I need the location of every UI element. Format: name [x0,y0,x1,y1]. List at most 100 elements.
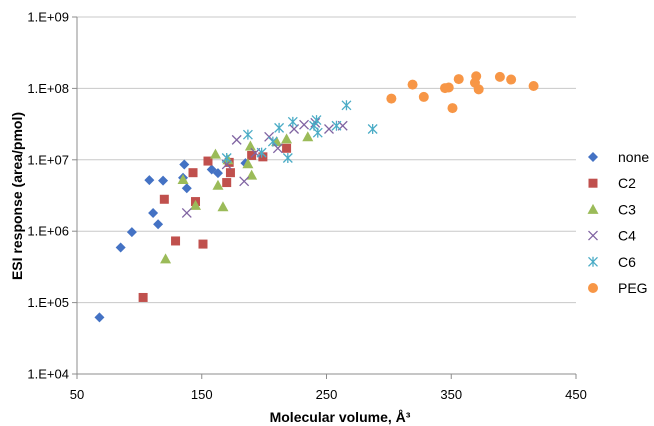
data-point [181,208,192,218]
series-c3 [160,131,314,264]
data-point [148,207,159,218]
legend-label: C3 [618,201,636,217]
x-tick-label: 50 [70,387,84,402]
data-point [367,124,378,135]
data-point [94,312,105,323]
series-none [94,158,251,323]
legend: none C2 C3 C4 C6 PEG [587,149,649,296]
data-point [447,103,458,114]
data-point [126,227,137,238]
data-point [264,131,275,142]
data-point [302,131,314,142]
grid-layer [77,16,576,375]
legend-item: C6 [588,254,636,270]
data-point [158,175,169,186]
data-point [144,175,155,186]
data-point [203,156,213,166]
x-tick-label: 450 [565,387,587,402]
series-c6 [221,100,378,163]
legend-item: none [588,149,649,165]
data-point [331,120,342,131]
legend-item: PEG [588,280,648,296]
data-point [267,136,278,147]
y-tick-label: 1.E+04 [27,367,69,382]
y-axis-title: ESI response (area/pmol) [9,112,25,280]
data-point [443,82,454,93]
legend-item: C2 [588,175,636,191]
data-point [242,158,254,169]
data-point [471,71,482,82]
data-point [281,133,293,144]
data-point [239,176,250,187]
data-point [242,129,253,140]
legend-marker [588,178,598,188]
y-tick-label: 1.E+09 [27,10,69,25]
data-point [418,91,429,102]
legend-marker [587,203,599,214]
data-point [272,143,283,154]
data-point [217,201,229,212]
data-point [312,127,323,138]
legend-item: C4 [588,228,636,244]
data-point [209,148,221,159]
x-axis-title: Molecular volume, Å³ [270,409,411,425]
data-point [153,219,164,230]
data-point [222,178,232,188]
data-point [506,74,517,85]
legend-marker [588,283,598,293]
data-point [159,194,169,204]
data-point [324,124,334,134]
legend-marker [588,152,598,162]
tick-labels: 1.E+04 1.E+05 1.E+06 1.E+07 1.E+08 1.E+09 50 15… [27,10,586,403]
data-point [244,140,256,151]
data-point [256,147,267,158]
data-point [310,117,321,128]
legend-label: C2 [618,175,636,191]
legend-item: C3 [587,201,636,217]
data-points [94,71,539,323]
data-point [231,134,242,145]
data-point [212,168,223,179]
data-point [473,84,484,95]
legend-marker [588,256,598,267]
legend-label: PEG [618,280,648,296]
legend-marker [588,230,598,241]
data-point [311,115,322,126]
x-tick-label: 150 [191,387,213,402]
data-point [138,292,148,302]
data-point [115,242,126,253]
data-point [181,183,192,194]
series-peg [386,71,539,114]
data-point [171,236,181,246]
legend-label: none [618,149,649,165]
data-point [341,100,352,111]
data-point [282,143,292,153]
data-point [386,93,397,104]
y-tick-label: 1.E+06 [27,224,69,239]
data-point [160,253,172,264]
x-tick-label: 350 [440,387,462,402]
data-point [198,239,208,249]
y-tick-label: 1.E+08 [27,81,69,96]
data-point [299,119,310,130]
data-point [177,173,189,184]
legend-label: C4 [618,228,636,244]
data-point [258,152,268,162]
data-point [494,71,505,82]
y-tick-label: 1.E+05 [27,295,69,310]
series-c4 [181,117,348,218]
data-point [282,152,293,163]
data-point [287,116,298,127]
data-point [407,79,418,90]
data-point [528,81,539,92]
data-point [225,168,235,178]
data-point [188,168,198,178]
data-point [274,122,285,133]
data-point [212,179,224,190]
data-point [453,74,464,85]
data-point [247,150,257,160]
data-point [190,199,202,210]
data-point [221,152,232,163]
